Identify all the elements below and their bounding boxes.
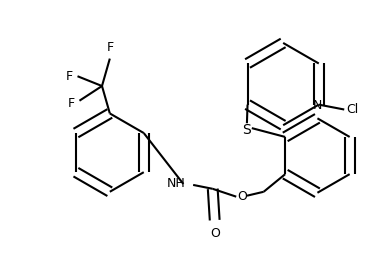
Text: F: F [65,70,73,83]
Text: F: F [67,97,74,110]
Text: O: O [237,190,247,203]
Text: Cl: Cl [346,103,358,116]
Text: O: O [210,227,220,240]
Text: S: S [243,123,251,137]
Text: N: N [313,99,322,113]
Text: NH: NH [167,177,185,191]
Text: F: F [106,41,113,54]
